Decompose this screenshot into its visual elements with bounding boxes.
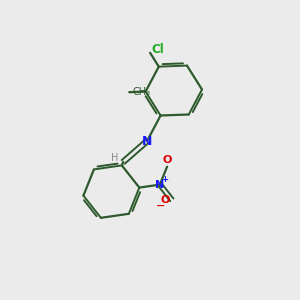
Text: O: O (162, 155, 172, 165)
Text: −: − (156, 201, 165, 211)
Text: N: N (142, 135, 152, 148)
Text: O: O (160, 195, 170, 205)
Text: +: + (161, 175, 169, 184)
Text: H: H (111, 153, 118, 163)
Text: N: N (155, 180, 164, 190)
Text: Cl: Cl (152, 43, 164, 56)
Text: CH₃: CH₃ (132, 87, 150, 97)
